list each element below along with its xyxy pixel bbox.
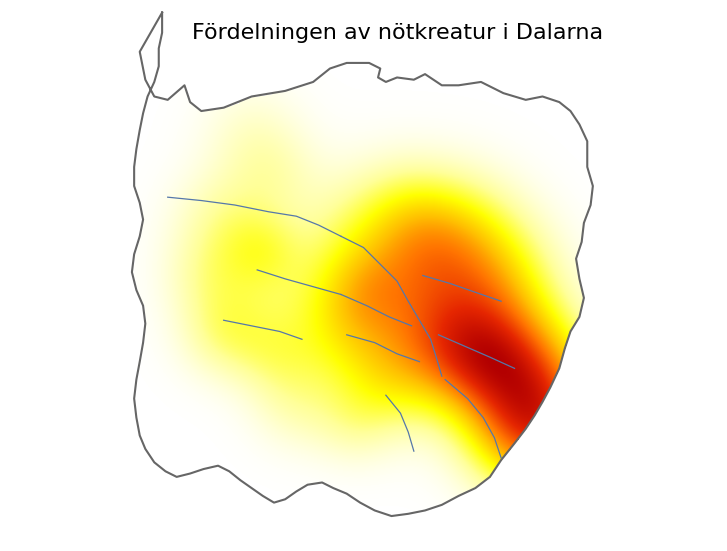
Text: Fördelningen av nötkreatur i Dalarna: Fördelningen av nötkreatur i Dalarna bbox=[192, 23, 603, 44]
